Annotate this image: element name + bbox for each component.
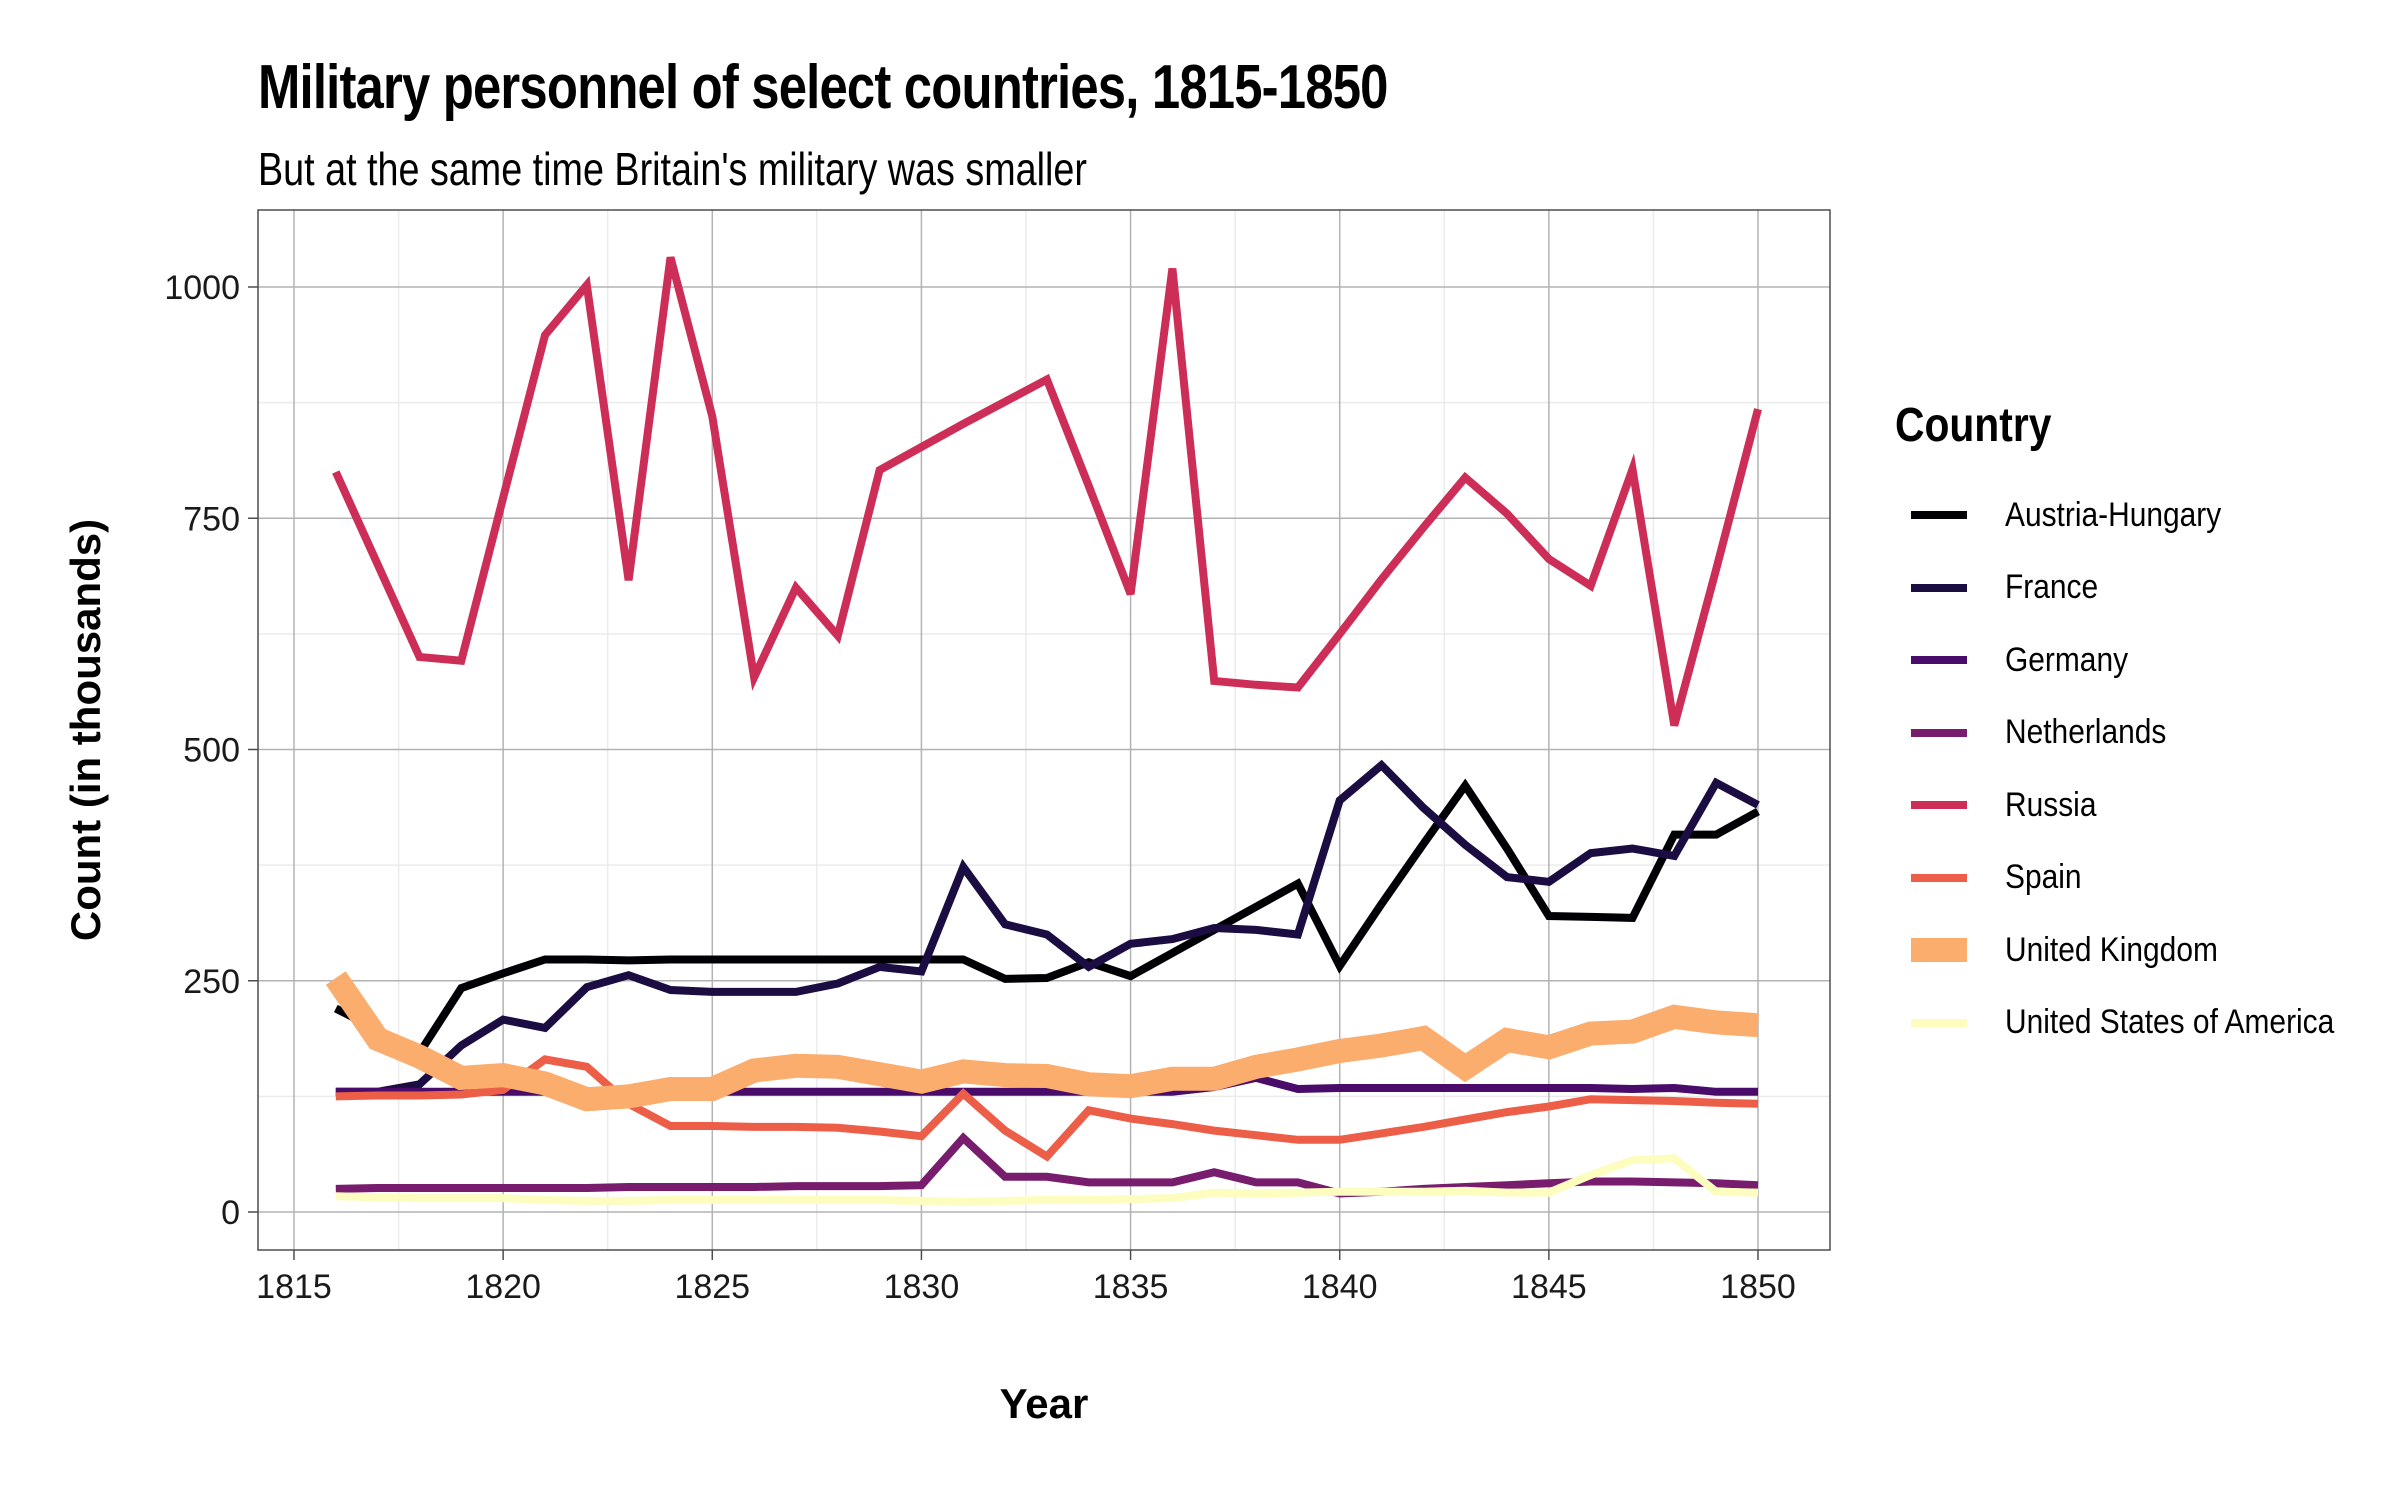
legend-item: Netherlands <box>1895 697 2379 770</box>
legend-key <box>1911 858 1967 898</box>
y-tick-label: 500 <box>183 732 240 770</box>
y-axis-ticks: 0 250 500 750 1000 <box>164 269 258 1232</box>
y-axis-title: Count (in thousands) <box>62 519 109 941</box>
series-line-netherlands <box>335 1132 1759 1198</box>
legend-key <box>1911 495 1967 535</box>
series-line-russia <box>332 256 1762 727</box>
x-tick-label: 1825 <box>674 1268 750 1306</box>
legend-item: United Kingdom <box>1895 914 2379 987</box>
series-line-austria-hungary <box>333 778 1760 1059</box>
legend-item: Germany <box>1895 624 2379 697</box>
legend-item: United States of America <box>1895 987 2379 1060</box>
legend-label: Netherlands <box>2005 713 2167 752</box>
legend-key <box>1911 640 1967 680</box>
legend-key <box>1911 930 1967 970</box>
legend-item: Spain <box>1895 842 2379 915</box>
legend-label: Germany <box>2005 640 2129 679</box>
legend-key <box>1911 1003 1967 1043</box>
x-tick-label: 1830 <box>884 1268 960 1306</box>
series-line-united-states-of-america <box>335 1154 1759 1206</box>
chart-title: Military personnel of select countries, … <box>258 53 1388 122</box>
x-tick-label: 1815 <box>256 1268 332 1306</box>
legend-key <box>1911 568 1967 608</box>
legend-item: Russia <box>1895 769 2379 842</box>
series-line-france <box>335 759 1760 1096</box>
legend-label: France <box>2005 568 2099 607</box>
x-axis-ticks: 1815 1820 1825 1830 1835 1840 1845 1850 <box>256 1250 1796 1306</box>
series-line-spain <box>335 1055 1759 1162</box>
y-tick-label: 0 <box>221 1194 240 1232</box>
series-line-united-kingdom <box>325 971 1759 1112</box>
x-tick-label: 1835 <box>1093 1268 1169 1306</box>
legend-label: Austria-Hungary <box>2005 495 2222 534</box>
legend-key <box>1911 713 1967 753</box>
legend-items: Austria-Hungary France Germany Netherlands R… <box>1895 479 2379 1059</box>
y-tick-label: 1000 <box>164 269 240 307</box>
x-tick-label: 1820 <box>465 1268 541 1306</box>
legend-key <box>1911 785 1967 825</box>
legend-item: France <box>1895 552 2379 625</box>
x-axis-title: Year <box>1000 1380 1089 1427</box>
legend: Country Austria-Hungary France Germany Neth… <box>1895 398 2379 1059</box>
plot-panel-border <box>257 209 1831 1251</box>
legend-label: United States of America <box>2005 1003 2335 1042</box>
legend-label: United Kingdom <box>2005 930 2218 969</box>
legend-item: Austria-Hungary <box>1895 479 2379 552</box>
chart-subtitle: But at the same time Britain's military … <box>258 143 1087 195</box>
x-tick-label: 1845 <box>1511 1268 1587 1306</box>
y-tick-label: 250 <box>183 963 240 1001</box>
legend-title: Country <box>1895 399 2052 452</box>
x-tick-label: 1840 <box>1302 1268 1378 1306</box>
x-tick-label: 1850 <box>1720 1268 1796 1306</box>
series-lines <box>325 256 1762 1206</box>
legend-label: Russia <box>2005 785 2097 824</box>
y-tick-label: 750 <box>183 500 240 538</box>
legend-label: Spain <box>2005 858 2082 897</box>
